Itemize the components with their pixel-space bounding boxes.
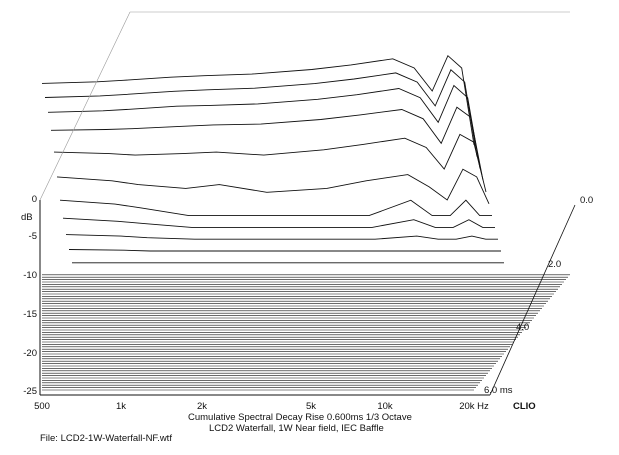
decay-curves bbox=[41, 54, 504, 264]
brand-label: CLIO bbox=[513, 401, 536, 412]
x-tick-label: 500 bbox=[34, 401, 50, 412]
caption-line-2: LCD2 Waterfall, 1W Near field, IEC Baffl… bbox=[209, 423, 384, 434]
time-axis-line bbox=[489, 204, 576, 396]
decay-slice-curve bbox=[65, 234, 498, 240]
decay-slice-curve bbox=[59, 199, 492, 217]
x-tick-label: 2k bbox=[196, 401, 208, 412]
decay-slice-curve bbox=[68, 249, 501, 252]
y-axis-unit: dB bbox=[21, 212, 33, 223]
decay-slice-curve bbox=[62, 217, 495, 228]
x-tick-label: 20k Hz bbox=[459, 401, 489, 412]
plot-frame bbox=[39, 11, 576, 396]
decay-slice-curve bbox=[41, 54, 475, 145]
y-tick-label: 0 bbox=[31, 194, 37, 205]
file-name: File: LCD2-1W-Waterfall-NF.wtf bbox=[40, 433, 172, 444]
time-tick-label: 2.0 bbox=[548, 259, 562, 270]
decay-slice-curve bbox=[47, 84, 481, 169]
decay-slice-curve bbox=[56, 168, 490, 204]
y-tick-label: -20 bbox=[23, 348, 37, 359]
decay-slice-curve bbox=[53, 133, 487, 193]
x-tick-label: 5k bbox=[305, 401, 317, 412]
time-tick-label: 4.0 bbox=[516, 322, 530, 333]
caption-line-1: Cumulative Spectral Decay Rise 0.600ms 1… bbox=[188, 412, 412, 423]
decay-slice-curve bbox=[44, 69, 478, 157]
time-tick-label: 0.0 bbox=[580, 195, 594, 206]
x-tick-label: 1k bbox=[115, 401, 127, 412]
y-tick-label: -15 bbox=[23, 309, 37, 320]
floor-slab bbox=[42, 274, 570, 391]
time-tick-label: 6.0 ms bbox=[484, 385, 513, 396]
y-tick-label: -25 bbox=[23, 386, 37, 397]
decay-slice-curve bbox=[50, 106, 484, 181]
y-tick-label: -10 bbox=[23, 270, 37, 281]
x-tick-label: 10k bbox=[377, 401, 393, 412]
back-edge-left bbox=[39, 11, 131, 201]
y-tick-label: -5 bbox=[28, 231, 37, 242]
